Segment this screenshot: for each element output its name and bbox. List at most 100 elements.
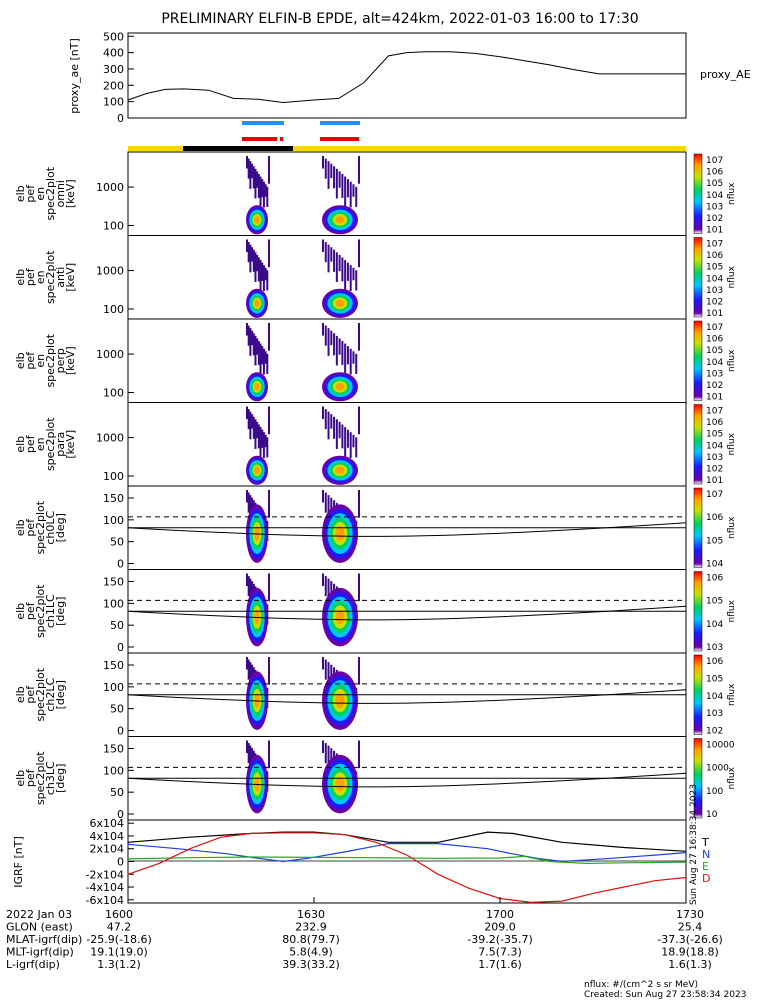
- spectrogram-core: [254, 383, 260, 391]
- spectrogram-streak: [259, 427, 262, 459]
- panel-ytick-label: 1000: [96, 348, 124, 361]
- spectrogram-streak: [246, 740, 248, 754]
- colorbar-tick-label: 107: [706, 323, 723, 333]
- spectrogram-streak: [254, 419, 257, 449]
- spectrogram-streak: [352, 184, 355, 197]
- figure-title: PRELIMINARY ELFIN-B EPDE, alt=424km, 202…: [161, 11, 638, 27]
- panel-ylabel-word: perp: [54, 348, 67, 373]
- loss-cone-curve: [127, 605, 687, 621]
- panel-ylabel-word: pef: [24, 434, 37, 453]
- xaxis-value: -25.9(-18.6): [86, 933, 152, 946]
- panel-ytick-label: 100: [103, 681, 124, 694]
- panel-ylabel-word: [deg]: [54, 764, 67, 793]
- spectrogram-core: [335, 216, 345, 224]
- spectrogram-core: [335, 383, 345, 391]
- colorbar-tick-label: 104: [706, 620, 723, 630]
- colorbar-tick-label: 102: [706, 464, 723, 474]
- spectrogram-streak: [252, 166, 255, 189]
- shadow-bar: [183, 146, 293, 151]
- spectrogram-streak: [264, 434, 267, 448]
- xaxis-value: 7.5(7.3): [478, 946, 522, 959]
- spectrogram-streak: [247, 325, 250, 346]
- spectrogram-streak: [330, 497, 333, 513]
- spectrogram-streak: [264, 267, 267, 281]
- footer-created: Created: Sun Aug 27 23:58:34 2023: [584, 990, 746, 1000]
- colorbar-label: nflux: [727, 766, 737, 789]
- igrf-line-E: [127, 855, 687, 865]
- xaxis-row-label: GLON (east): [6, 921, 73, 934]
- igrf-frame: [127, 819, 687, 904]
- colorbar: [693, 320, 703, 401]
- xaxis-value: 1.7(1.6): [478, 958, 522, 971]
- panel-ytick-label: 1000: [96, 265, 124, 278]
- spectrogram-streak: [346, 179, 349, 198]
- spectrogram-streak: [344, 427, 347, 459]
- spectrogram-streak: [261, 429, 264, 448]
- spectrogram-streak: [330, 581, 333, 596]
- colorbar-tick-label: 105: [706, 536, 723, 546]
- panel-ylabel-word: ch3LC: [44, 761, 57, 795]
- panel-ytick-label: 1000: [96, 181, 124, 194]
- spectrogram-streak: [266, 186, 269, 207]
- spectrogram-streak: [268, 740, 270, 769]
- proxy-ae-ytick-label: 200: [103, 79, 124, 92]
- spectrogram-streak: [333, 416, 336, 439]
- spectrogram-streak: [249, 328, 252, 356]
- panel-ytick-label: 100: [103, 764, 124, 777]
- spectrogram-streak: [262, 432, 265, 459]
- spectrogram-streak: [338, 254, 341, 272]
- spectrogram-core: [335, 466, 345, 474]
- panel-ylabel-word: pef: [24, 351, 37, 370]
- spectrogram-streak: [254, 335, 257, 366]
- spectrogram-streak: [330, 247, 333, 262]
- panel-ytick-label: 100: [103, 597, 124, 610]
- panel-ylabel-word: para: [54, 432, 67, 457]
- panel-ylabel-word: pef: [24, 267, 37, 286]
- colorbar: [693, 654, 703, 735]
- colorbar-tick-label: 103: [706, 202, 723, 212]
- panel-ylabel-word: pef: [24, 768, 37, 787]
- spectrogram-streak: [322, 156, 324, 169]
- spectrogram-streak: [344, 343, 347, 376]
- spectrogram-streak: [358, 490, 360, 518]
- panel-ylabel-word: en: [34, 187, 47, 201]
- spectrogram-core: [254, 299, 260, 307]
- panel-ytick-label: 150: [103, 492, 124, 505]
- panel-ytick-label: 150: [103, 576, 124, 589]
- xaxis-row-label: MLT-igrf(dip): [6, 946, 74, 959]
- spectrogram-streak: [249, 662, 252, 690]
- spectrogram-streak: [327, 662, 330, 690]
- panel-ytick-label: 100: [103, 514, 124, 527]
- colorbar-tick-label: 107: [706, 240, 723, 250]
- spectrogram-streak: [335, 252, 338, 282]
- spectrogram-streak: [322, 573, 324, 587]
- spectrogram-streak: [262, 348, 265, 375]
- spectrogram-streak: [333, 333, 336, 356]
- colorbar-tick-label: 103: [706, 286, 723, 296]
- loss-cone-curve: [127, 772, 687, 788]
- spectrogram-streak: [259, 260, 262, 292]
- panel-frame: [127, 151, 687, 236]
- spectrogram-streak: [324, 659, 327, 680]
- xaxis-row-label: L-igrf(dip): [6, 958, 60, 971]
- panel-ylabel-word: omni: [54, 180, 67, 207]
- colorbar-tick-label: 105: [706, 179, 723, 189]
- spectrogram-streak: [251, 581, 254, 596]
- spectrogram-core: [254, 466, 260, 474]
- spectrogram-streak: [246, 406, 248, 420]
- spectrogram-streak: [358, 156, 360, 184]
- panel-frame: [127, 402, 687, 487]
- panel-frame: [127, 235, 687, 320]
- spectrogram-core: [335, 776, 345, 792]
- igrf-ytick-label: -6x104: [86, 894, 124, 907]
- spectrogram-streak: [268, 490, 270, 518]
- panel-ylabel-word: spec2plot: [34, 500, 47, 554]
- spectrogram-streak: [252, 416, 255, 439]
- panel-ytick-label: 100: [103, 470, 124, 483]
- spectrogram-streak: [349, 265, 352, 292]
- panel-ytick-label: 150: [103, 743, 124, 756]
- colorbar-tick-label: 104: [706, 358, 723, 368]
